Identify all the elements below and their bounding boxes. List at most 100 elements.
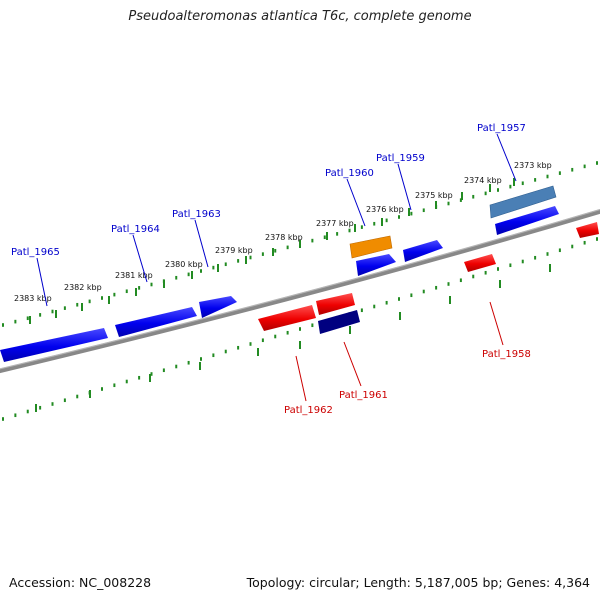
gene-label-patl-1959[interactable]: Patl_1959 (376, 153, 425, 164)
kbp-label: 2376 kbp (366, 205, 404, 214)
lower-scale-dot (249, 342, 252, 346)
upper-scale-dot (88, 299, 91, 304)
upper-scale-dot (422, 208, 425, 213)
lower-scale-dot (113, 383, 116, 388)
gene-label-patl-1958[interactable]: Patl_1958 (482, 349, 531, 360)
gene-leader-line (343, 341, 362, 387)
upper-scale-dot (286, 245, 289, 250)
upper-scale-dot (410, 211, 413, 216)
gene-arrow-patl-1957[interactable] (489, 185, 557, 219)
gene-leader-line (36, 257, 48, 307)
upper-scale-dot (138, 286, 141, 290)
upper-scale-dot (200, 269, 202, 273)
upper-scale-dot (274, 248, 277, 253)
gene-label-patl-1960[interactable]: Patl_1960 (325, 168, 374, 179)
lower-scale-dot (497, 267, 499, 271)
lower-scale-dot (521, 259, 524, 264)
gene-arrow-patl-1961[interactable] (318, 310, 360, 334)
upper-scale-dot (447, 201, 450, 206)
upper-scale-dot (249, 255, 252, 260)
upper-scale-dot (150, 282, 153, 287)
gene-arrow-patl-1960-lower[interactable] (356, 254, 396, 276)
lower-scale-dot (274, 334, 277, 339)
gene-arrow-patl-1965[interactable] (0, 328, 108, 362)
lower-scale-dot (76, 394, 79, 399)
lower-major-tick (35, 404, 37, 412)
gene-label-patl-1965[interactable]: Patl_1965 (11, 247, 60, 258)
gene-label-patl-1963[interactable]: Patl_1963 (172, 209, 221, 220)
genome-summary-text: Topology: circular; Length: 5,187,005 bp… (246, 575, 590, 590)
upper-scale-dot (534, 178, 537, 182)
upper-scale-dot (583, 164, 586, 169)
lower-scale-dot (150, 372, 153, 376)
gene-leader-line (397, 163, 412, 211)
upper-major-tick (191, 271, 193, 279)
upper-scale-dot (175, 275, 178, 280)
upper-major-tick (381, 218, 383, 226)
lower-scale-dot (435, 285, 438, 290)
upper-scale-dot (224, 262, 227, 267)
lower-scale-dot (212, 353, 215, 358)
upper-major-tick (29, 316, 31, 324)
lower-major-tick (149, 374, 151, 382)
upper-scale-dot (212, 265, 215, 270)
upper-scale-dot (398, 215, 400, 219)
upper-major-tick (354, 224, 356, 232)
gene-arrow-patl-1962[interactable] (258, 305, 316, 331)
gene-leader-line (194, 219, 209, 268)
accession-text: Accession: NC_008228 (9, 575, 152, 590)
kbp-label: 2383 kbp (14, 294, 52, 303)
lower-scale-dot (509, 263, 512, 268)
gene-label-patl-1962[interactable]: Patl_1962 (284, 405, 333, 416)
upper-major-tick (245, 256, 247, 264)
lower-scale-dot (14, 413, 17, 418)
lower-scale-dot (39, 405, 42, 410)
upper-major-tick (435, 201, 437, 209)
upper-scale-dot (546, 174, 549, 179)
upper-scale-dot (348, 228, 351, 233)
gene-arrow-edge-red[interactable] (576, 222, 599, 238)
lower-scale-dot (459, 278, 462, 283)
upper-scale-dot (51, 309, 54, 314)
gene-label-patl-1961[interactable]: Patl_1961 (339, 390, 388, 401)
lower-scale-dot (373, 304, 376, 309)
upper-scale-dot (472, 194, 475, 199)
lower-major-tick (549, 264, 551, 272)
lower-scale-dot (360, 308, 363, 313)
lower-scale-dot (286, 330, 289, 335)
upper-scale-dot (311, 238, 314, 243)
gene-arrow-patl-1958[interactable] (464, 254, 496, 272)
upper-scale-dot (459, 198, 462, 202)
upper-scale-dot (39, 313, 42, 317)
gene-arrow-patl-1959[interactable] (403, 240, 443, 262)
lower-scale-dot (51, 402, 54, 406)
lower-major-tick (499, 280, 501, 288)
upper-scale-dot (2, 323, 4, 327)
gene-leader-line (496, 133, 517, 182)
lower-scale-dot (175, 364, 178, 369)
lower-scale-dot (484, 270, 487, 275)
gene-label-patl-1957[interactable]: Patl_1957 (477, 123, 526, 134)
gene-arrow-patl-1964[interactable] (115, 307, 197, 337)
upper-major-tick (299, 240, 301, 248)
lower-scale-dot (534, 255, 537, 260)
lower-scale-dot (546, 252, 549, 256)
upper-major-tick (513, 178, 515, 186)
lower-scale-dot (63, 398, 66, 403)
upper-scale-dot (360, 225, 363, 229)
gene-arrow-patl-1963[interactable] (199, 296, 237, 318)
kbp-label: 2373 kbp (514, 161, 552, 170)
lower-scale-dot (410, 293, 413, 298)
lower-scale-dot (385, 300, 388, 305)
gene-label-patl-1964[interactable]: Patl_1964 (111, 224, 160, 235)
upper-scale-dot (14, 319, 17, 324)
gene-arrow-patl-1957-lower[interactable] (495, 206, 559, 235)
gene-arrow-patl-1960[interactable] (349, 235, 393, 259)
gene-arrow-patl-1962b[interactable] (316, 293, 355, 315)
lower-scale-dot (162, 368, 165, 373)
genome-backbone (0, 209, 600, 374)
lower-scale-dot (2, 417, 4, 421)
upper-scale-dot (125, 289, 128, 294)
upper-major-tick (55, 310, 57, 318)
